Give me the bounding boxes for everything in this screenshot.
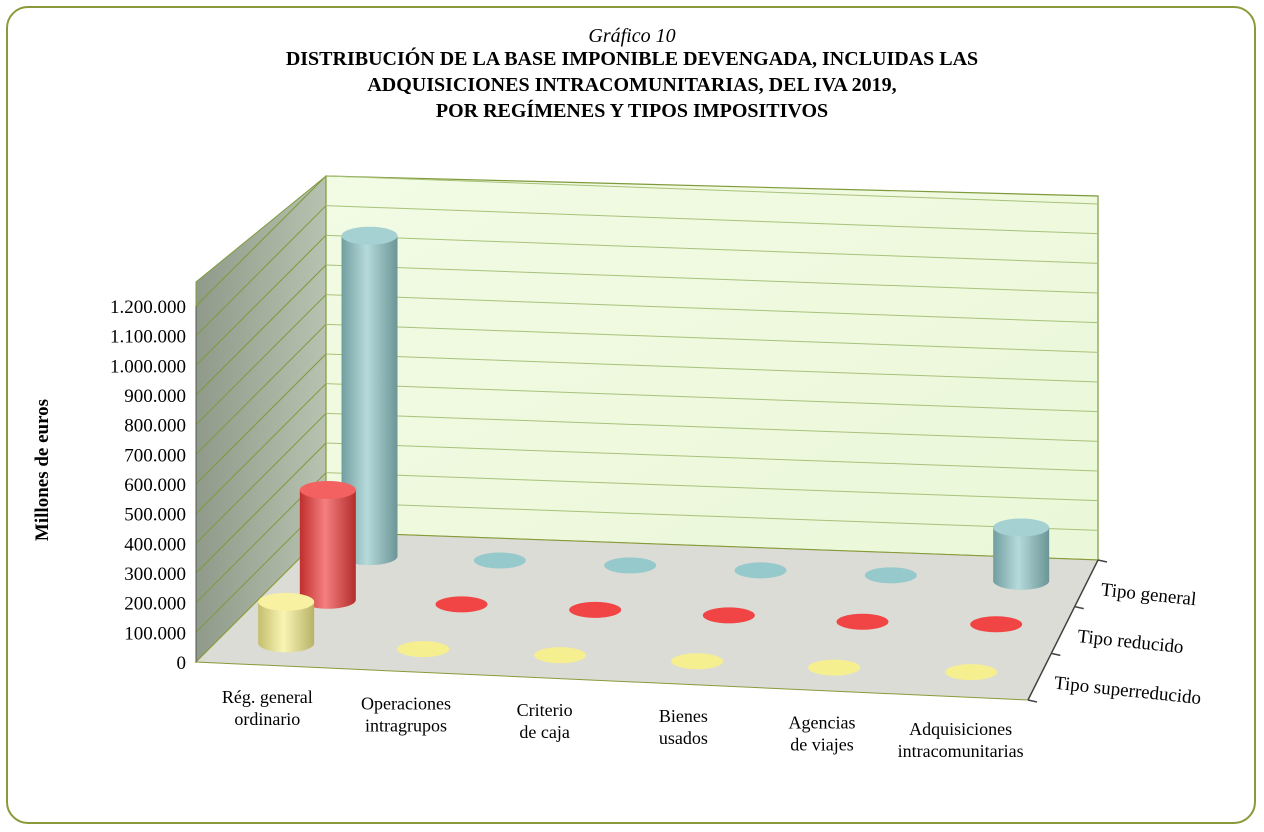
y-tick-label: 200.000 (124, 594, 186, 615)
series-label-2: Tipo superreducido (1053, 673, 1202, 709)
category-label-4: Agencias de viajes (789, 713, 856, 755)
chart-title-line-2: ADQUISICIONES INTRACOMUNITARIAS, DEL IVA… (367, 74, 896, 96)
bar-tipo-reducido-3 (702, 607, 755, 624)
category-label-2: Criterio de caja (517, 700, 573, 742)
bar-tipo-reducido-5 (970, 616, 1023, 633)
gridline-back (325, 234, 1099, 264)
gridline-side (195, 234, 327, 366)
depth-axis-line (1027, 559, 1099, 701)
gridline-side (195, 412, 327, 544)
y-tick-label: 1.200.000 (110, 297, 186, 318)
bar-disc (671, 653, 724, 670)
bar-body (993, 527, 1050, 590)
bar-disc (970, 616, 1023, 633)
chart-title-line-1: DISTRIBUCIÓN DE LA BASE IMPONIBLE DEVENG… (286, 46, 978, 70)
gridline-side (195, 294, 327, 426)
bar-tipo-reducido-2 (569, 601, 622, 618)
bar-tipo-general-0 (341, 226, 398, 566)
category-label-3: Bienes usados (659, 706, 708, 748)
bar-tipo-general-3 (734, 562, 787, 579)
bar-tipo-reducido-4 (836, 613, 889, 630)
bar-body (341, 235, 398, 566)
bar-disc (604, 557, 657, 574)
depth-tick (1074, 605, 1084, 610)
gridline-back (325, 442, 1099, 472)
bar-top (341, 226, 398, 245)
bar-tipo-superreducido-2 (534, 647, 587, 664)
gridline-side (195, 383, 327, 515)
bar-tipo-superreducido-5 (945, 664, 998, 681)
gridline-back (325, 294, 1099, 324)
gridlines (195, 175, 1099, 662)
y-tick-label: 900.000 (124, 386, 186, 407)
depth-tick (1097, 559, 1108, 563)
bar-disc (473, 552, 526, 569)
gridline-back (325, 175, 1099, 205)
bar-disc (734, 562, 787, 579)
bar-top (993, 518, 1050, 537)
gridline-back (325, 472, 1099, 502)
bar-tipo-general-2 (604, 557, 657, 574)
gridline-back (325, 205, 1099, 235)
depth-tick (1027, 699, 1038, 703)
bar-tipo-superreducido-4 (808, 659, 861, 676)
bar-disc (702, 607, 755, 624)
bar-tipo-general-1 (473, 552, 526, 569)
bar-top (258, 592, 315, 611)
bar-body (299, 489, 356, 609)
bar-tipo-superreducido-1 (397, 641, 450, 658)
y-tick-label: 700.000 (124, 445, 186, 466)
bar-tipo-superreducido-3 (671, 653, 724, 670)
y-tick-label: 300.000 (124, 564, 186, 585)
chart-title-line-3: POR REGÍMENES Y TIPOS IMPOSITIVOS (436, 99, 828, 122)
gridline-back (325, 383, 1099, 413)
bar-disc (836, 613, 889, 630)
bar-tipo-general-5 (993, 518, 1050, 590)
y-tick-label: 500.000 (124, 505, 186, 526)
gridline-side (195, 353, 327, 485)
gridline-side (195, 175, 327, 307)
depth-tick (1051, 652, 1061, 657)
gridline-back (325, 501, 1099, 531)
y-tick-label: 600.000 (124, 475, 186, 496)
y-tick-label: 1.000.000 (110, 356, 186, 377)
category-label-1: Operaciones intragrupos (361, 694, 451, 736)
y-tick-label: 400.000 (124, 534, 186, 555)
gridline-back (325, 353, 1099, 383)
y-axis-label: Millones de euros (32, 399, 53, 541)
x-axis-categories: Rég. general ordinario Operaciones intragru… (222, 687, 1024, 761)
gridline-back (325, 264, 1099, 294)
y-tick-label: 1.100.000 (110, 327, 186, 348)
gridline-back (325, 412, 1099, 442)
bar-disc (397, 641, 450, 658)
bar-disc (864, 567, 917, 584)
bar-disc (569, 601, 622, 618)
y-tick-label: 100.000 (124, 623, 186, 644)
bar-tipo-reducido-1 (435, 596, 488, 613)
bar-disc (534, 647, 587, 664)
gridline-back (325, 323, 1099, 353)
bar-disc (435, 596, 488, 613)
bar-body (258, 601, 315, 653)
y-tick-label: 800.000 (124, 416, 186, 437)
bar-disc (808, 659, 861, 676)
y-axis-ticks: 0 100.000 200.000 300.000 400.000 500.000 600.… (110, 297, 186, 674)
bars (258, 226, 1050, 681)
gridline-side (195, 442, 327, 574)
bar-tipo-reducido-0 (299, 480, 356, 609)
chart-subtitle: Gráfico 10 (588, 25, 675, 47)
gridline-side (195, 323, 327, 455)
series-label-1: Tipo reducido (1076, 626, 1184, 658)
bar-tipo-general-4 (864, 567, 917, 584)
bar-top (299, 480, 356, 499)
y-tick-label: 0 (177, 653, 187, 674)
gridline-side (195, 205, 327, 337)
category-label-5: Adquisiciones intracomunitarias (898, 719, 1024, 761)
series-label-0: Tipo general (1100, 579, 1198, 610)
bar-disc (945, 664, 998, 681)
gridline-side (195, 264, 327, 396)
bar-tipo-superreducido-0 (258, 592, 315, 653)
category-label-0: Rég. general ordinario (222, 687, 313, 729)
